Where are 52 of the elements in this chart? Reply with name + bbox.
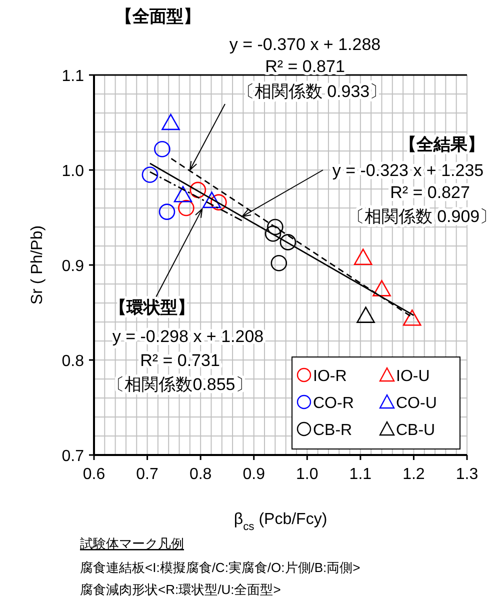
annotation: 試験体マーク凡例	[80, 536, 184, 551]
annotation: 【全結果】	[400, 135, 484, 154]
y-tick-label: 0.7	[62, 448, 84, 465]
point	[174, 186, 192, 202]
x-tick-label: 0.8	[189, 466, 212, 483]
y-tick-label: 0.8	[62, 353, 84, 370]
x-tick-label: 1.3	[456, 466, 478, 483]
annotation: 腐食連結板<I:模擬腐食/C:実腐食/O:片側/B:両側>	[80, 560, 360, 575]
y-tick-label: 1.0	[62, 163, 84, 180]
legend-label: IO-U	[396, 368, 430, 385]
annotation: R² = 0.731	[140, 351, 220, 370]
x-tick-label: 0.6	[82, 466, 106, 483]
x-tick-label: 0.9	[242, 466, 266, 483]
legend-label: CO-U	[396, 395, 437, 412]
annotation: 【全面型】	[116, 7, 200, 26]
point	[178, 200, 194, 216]
annotation: 【環状型】	[110, 208, 203, 317]
annotation: 〔相関係数0.855〕	[108, 375, 252, 394]
x-tick-label: 1.1	[349, 466, 372, 483]
point	[202, 192, 221, 208]
annotation: 〔相関係数 0.909〕	[347, 207, 497, 226]
point	[354, 248, 372, 265]
annotation: 〔相関係数 0.933〕	[237, 82, 387, 101]
x-axis-title: β$_{cs}$ (Pcb/Fcy)	[234, 511, 328, 533]
y-tick-label: 1.1	[62, 68, 84, 85]
point	[158, 204, 176, 220]
point	[267, 218, 284, 236]
legend-label: CB-U	[396, 422, 436, 439]
point	[264, 226, 282, 242]
x-tick-label: 0.7	[136, 466, 159, 483]
y-tick-label: 0.9	[62, 258, 84, 275]
point	[210, 194, 227, 210]
point	[142, 166, 158, 183]
annotation: y = -0.323 x + 1.235	[332, 161, 484, 180]
point	[154, 140, 170, 158]
legend-label: CO-R	[313, 395, 354, 412]
annotation: R² = 0.827	[390, 183, 470, 202]
legend-label: IO-R	[313, 368, 347, 385]
x-tick-label: 1.0	[296, 466, 318, 483]
point	[270, 254, 288, 272]
point	[190, 182, 206, 198]
point	[280, 234, 296, 250]
point	[372, 280, 391, 296]
annotation: y = -0.298 x + 1.208	[112, 327, 264, 346]
annotation: 【環状型】	[110, 298, 194, 317]
annotation: y = -0.370 x + 1.288	[229, 35, 381, 54]
annotation: R² = 0.871	[265, 57, 345, 76]
y-axis-title: Sr ( Ph/Pb)	[29, 225, 46, 305]
x-tick-label: 1.2	[402, 466, 425, 483]
legend-label: CB-R	[313, 422, 352, 439]
point	[402, 310, 422, 326]
annotation: 腐食減肉形状<R:環状型/U:全面型>	[80, 582, 281, 597]
